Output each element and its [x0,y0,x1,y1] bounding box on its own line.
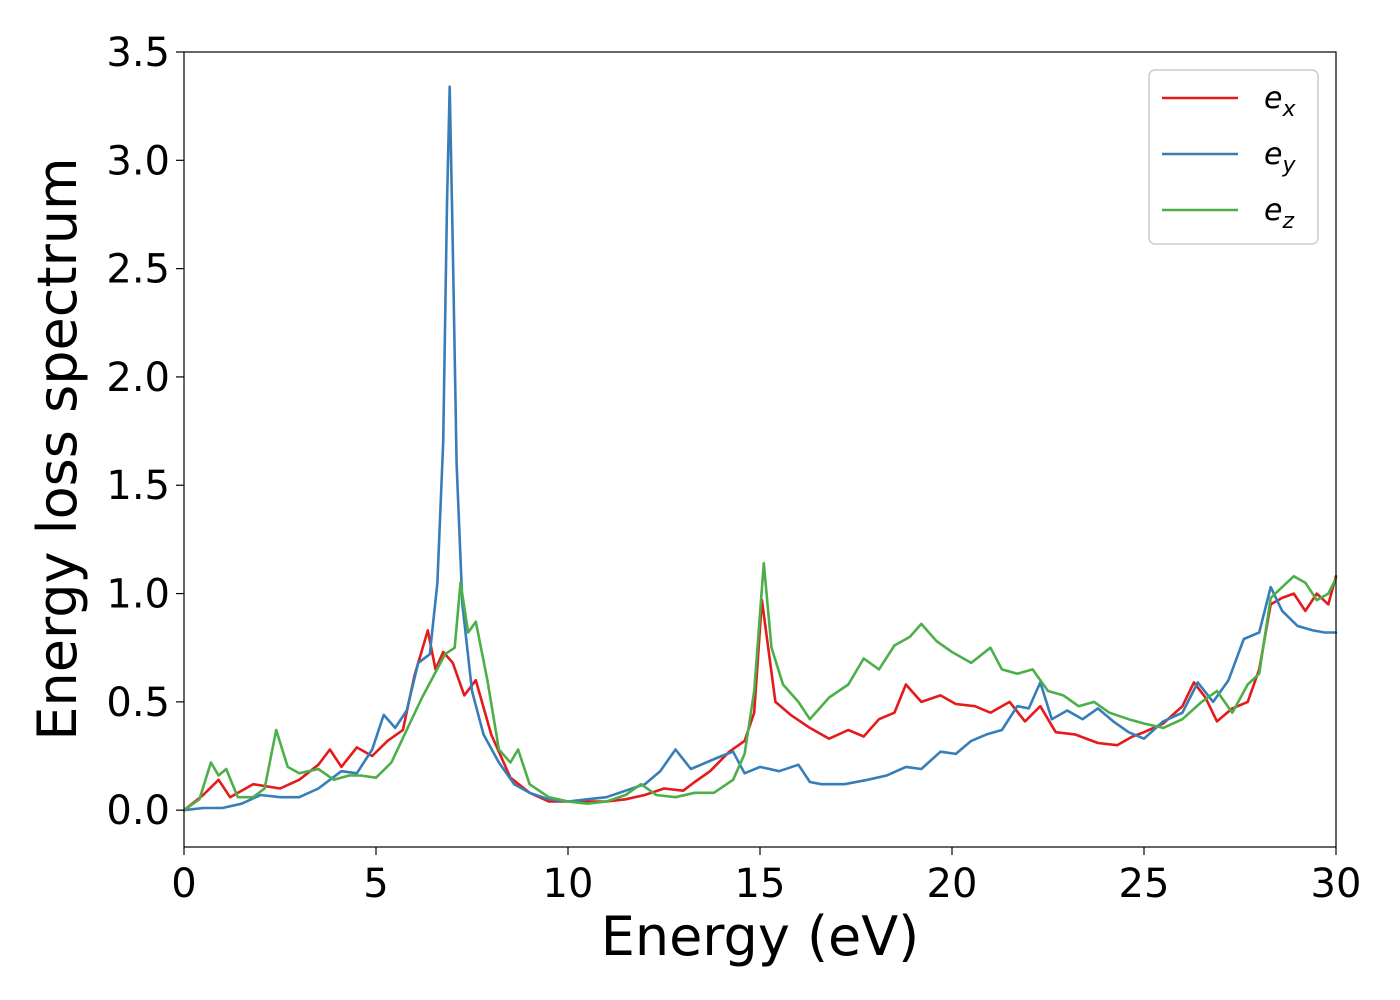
x-tick-label: 20 [927,861,978,907]
x-tick-label: 30 [1311,861,1362,907]
y-tick-label: 1.5 [106,463,170,509]
y-tick-label: 2.0 [106,355,170,401]
plot-background [184,52,1336,847]
legend-label-y: ey [1264,137,1296,178]
y-tick-label: 1.0 [106,572,170,618]
series-layer [182,85,1338,812]
series-line-y [182,85,1338,812]
series-line-x [182,574,1338,812]
legend-frame [1148,69,1319,245]
x-tick-label: 15 [735,861,786,907]
x-axis-title: Energy (eV) [601,905,920,968]
x-tick-label: 25 [1119,861,1170,907]
y-tick-label: 3.5 [106,30,170,76]
legend-label-z: ez [1264,193,1294,234]
legend: ex ey ez [1148,69,1319,245]
y-tick-label: 0.5 [106,680,170,726]
x-tick-label: 0 [171,861,196,907]
y-tick-label: 3.0 [106,138,170,184]
y-axis-title: Energy loss spectrum [26,157,89,740]
y-tick-label: 0.0 [106,788,170,834]
y-tick-label: 2.5 [106,247,170,293]
x-axis: 0 5 10 15 20 25 30 [171,847,1361,907]
x-tick-label: 5 [363,861,388,907]
series-line-z [182,561,1338,812]
legend-label-x: ex [1264,81,1296,122]
y-axis: 0.0 0.5 1.0 1.5 2.0 2.5 3.0 3.5 [106,30,184,834]
x-tick-label: 10 [543,861,594,907]
